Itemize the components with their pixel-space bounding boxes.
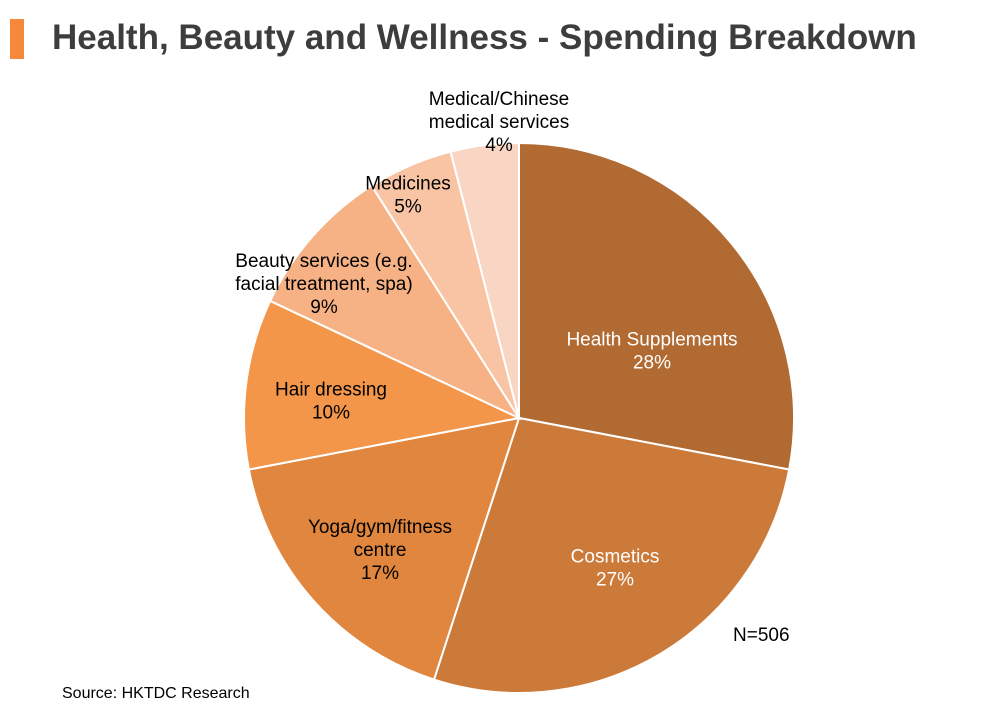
slice-value-label: 27%	[596, 570, 634, 591]
slice-value-label: 5%	[394, 197, 422, 218]
slice-value-label: 28%	[633, 353, 671, 374]
slice-label: Health Supplements 28%	[566, 330, 737, 374]
slice-label: Beauty services (e.g. facial treatment, s…	[235, 251, 412, 318]
slice-value-label: 17%	[361, 563, 399, 584]
slice-category-label: Hair dressing	[275, 380, 387, 401]
slice-category-label: Medicines	[365, 174, 451, 195]
slice-category-label: Cosmetics	[571, 547, 660, 568]
title-accent-bar	[10, 19, 24, 59]
slice-category-label: centre	[354, 540, 407, 561]
pie-slice	[432, 416, 791, 694]
slice-category-label: Health Supplements	[566, 330, 737, 351]
page-title: Health, Beauty and Wellness - Spending B…	[52, 18, 917, 57]
slice-value-label: 10%	[312, 403, 350, 424]
pie-slice	[518, 141, 795, 471]
slice-category-label: Medical/Chinese	[429, 89, 569, 110]
pie-slice	[268, 184, 522, 421]
slice-category-label: medical services	[429, 112, 569, 133]
sample-size-note: N=506	[733, 625, 790, 646]
slice-label: Cosmetics 27%	[571, 547, 660, 591]
pie-slice	[247, 416, 521, 681]
slice-value-label: 4%	[485, 135, 513, 156]
slice-label: Hair dressing 10%	[275, 380, 387, 424]
slice-category-label: Yoga/gym/fitness	[308, 517, 452, 538]
slice-label: Medicines 5%	[365, 174, 451, 218]
slice-label: Yoga/gym/fitness centre 17%	[308, 517, 452, 584]
slice-category-label: Beauty services (e.g.	[235, 251, 412, 272]
slice-label: Medical/Chinese medical services 4%	[429, 89, 569, 156]
pie-slice	[243, 299, 523, 471]
slice-value-label: 9%	[310, 297, 338, 318]
slice-category-label: facial treatment, spa)	[235, 274, 412, 295]
pie-slice	[449, 141, 520, 419]
source-note: Source: HKTDC Research	[62, 685, 250, 702]
